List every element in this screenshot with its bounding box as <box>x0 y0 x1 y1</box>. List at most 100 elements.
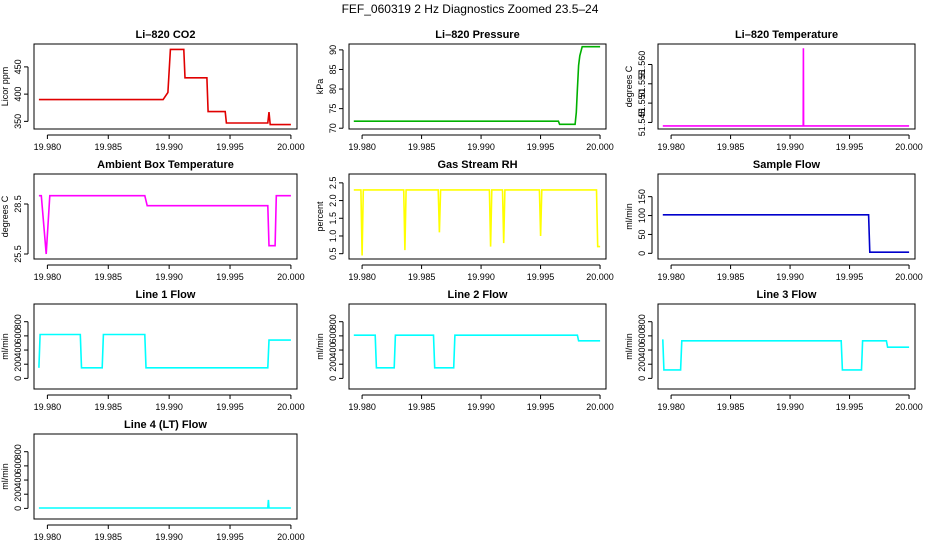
y-axis-label: degrees C <box>0 195 10 237</box>
y-tick-label: 0 <box>13 376 23 381</box>
panel-title: Li–820 CO2 <box>136 29 196 41</box>
x-tick-label: 20.000 <box>277 142 305 152</box>
panel-title: Line 2 Flow <box>448 289 508 301</box>
x-tick-label: 19.995 <box>836 272 864 282</box>
x-tick-label: 19.995 <box>527 142 555 152</box>
y-axis-label: degrees C <box>624 65 634 107</box>
y-axis-label: percent <box>315 201 325 232</box>
y-tick-label: 2.0 <box>328 194 338 207</box>
x-tick-label: 19.990 <box>155 402 183 412</box>
panel-title: Li–820 Pressure <box>435 29 519 41</box>
y-axis-label: ml/min <box>0 463 10 490</box>
y-tick-label: 200 <box>637 357 647 372</box>
panel-title: Line 3 Flow <box>757 289 817 301</box>
x-tick-label: 20.000 <box>586 402 614 412</box>
y-tick-label: 400 <box>637 343 647 358</box>
plot-frame <box>348 173 607 260</box>
y-tick-label: 400 <box>13 87 23 102</box>
panel-2: Li–820 Pressure 19.980 19.985 19.990 19.995 2… <box>315 29 614 152</box>
x-tick-label: 20.000 <box>895 402 923 412</box>
y-tick-label: 600 <box>637 328 647 343</box>
series-line <box>38 48 291 126</box>
panel-title: Li–820 Temperature <box>735 29 838 41</box>
x-tick-label: 19.995 <box>216 402 244 412</box>
plot-frame <box>33 433 298 520</box>
plot-frame <box>657 43 916 130</box>
series-line <box>38 194 291 255</box>
y-tick-label: 51.560 <box>637 51 647 79</box>
y-tick-label: 90 <box>328 45 338 55</box>
panel-title: Sample Flow <box>753 159 821 171</box>
series-line <box>662 339 910 371</box>
y-tick-label: 600 <box>328 328 338 343</box>
series-line <box>662 48 910 127</box>
panel-title: Gas Stream RH <box>437 159 517 171</box>
panel-3: Li–820 Temperature 19.980 19.985 19.990 19.9… <box>624 29 923 152</box>
series-line <box>353 189 601 256</box>
y-axis-label: ml/min <box>624 203 634 230</box>
y-tick-label: 200 <box>13 357 23 372</box>
x-tick-label: 19.980 <box>34 142 62 152</box>
y-tick-label: 50 <box>637 229 647 239</box>
y-tick-label: 800 <box>13 314 23 329</box>
y-axis-label: Licor ppm <box>0 67 10 107</box>
y-tick-label: 0 <box>637 251 647 256</box>
y-tick-label: 1.5 <box>328 212 338 225</box>
x-tick-label: 19.990 <box>467 402 495 412</box>
y-tick-label: 150 <box>637 189 647 204</box>
figure-title: FEF_060319 2 Hz Diagnostics Zoomed 23.5–… <box>342 2 599 16</box>
y-axis-label: ml/min <box>315 333 325 360</box>
y-tick-label: 0 <box>328 376 338 381</box>
y-tick-label: 400 <box>13 343 23 358</box>
x-tick-label: 19.990 <box>776 142 804 152</box>
y-tick-label: 0 <box>637 376 647 381</box>
x-tick-label: 19.980 <box>34 272 62 282</box>
y-tick-label: 800 <box>13 444 23 459</box>
x-tick-label: 20.000 <box>277 532 305 540</box>
y-tick-label: 400 <box>328 343 338 358</box>
x-tick-label: 19.980 <box>657 142 685 152</box>
x-tick-label: 19.980 <box>348 272 376 282</box>
y-tick-label: 350 <box>13 114 23 129</box>
y-tick-label: 800 <box>637 314 647 329</box>
plot-frame <box>348 43 607 130</box>
plot-frame <box>33 43 298 130</box>
x-tick-label: 19.990 <box>155 142 183 152</box>
y-tick-label: 0.5 <box>328 247 338 260</box>
plot-frame <box>33 173 298 260</box>
x-tick-label: 19.990 <box>467 272 495 282</box>
x-tick-label: 19.980 <box>34 532 62 540</box>
x-tick-label: 19.980 <box>34 402 62 412</box>
y-tick-label: 600 <box>13 458 23 473</box>
panel-9: Line 3 Flow 19.980 19.985 19.990 19.995 20.00… <box>624 289 923 412</box>
series-line <box>353 45 601 126</box>
x-tick-label: 19.990 <box>776 272 804 282</box>
panel-6: Sample Flow 19.980 19.985 19.990 19.995 20.00… <box>624 159 923 282</box>
x-tick-label: 20.000 <box>586 142 614 152</box>
y-tick-label: 2.5 <box>328 177 338 190</box>
x-tick-label: 20.000 <box>277 402 305 412</box>
panel-1: Li–820 CO2 19.980 19.985 19.990 19.995 20.000… <box>0 29 305 152</box>
x-tick-label: 19.985 <box>408 142 436 152</box>
x-tick-label: 20.000 <box>895 142 923 152</box>
y-tick-label: 51.555 <box>637 70 647 98</box>
series-line <box>353 334 601 369</box>
x-tick-label: 20.000 <box>586 272 614 282</box>
panel-title: Line 1 Flow <box>136 289 196 301</box>
y-tick-label: 70 <box>328 123 338 133</box>
x-tick-label: 19.980 <box>657 272 685 282</box>
x-tick-label: 19.990 <box>155 532 183 540</box>
y-tick-label: 51.550 <box>637 89 647 117</box>
series-line <box>662 214 910 253</box>
x-tick-label: 19.995 <box>836 402 864 412</box>
y-tick-label: 600 <box>13 328 23 343</box>
y-tick-label: 28.5 <box>13 195 23 213</box>
plot-frame <box>33 303 298 390</box>
panel-8: Line 2 Flow 19.980 19.985 19.990 19.995 20.00… <box>315 289 614 412</box>
x-tick-label: 19.985 <box>717 402 745 412</box>
x-tick-label: 19.995 <box>527 402 555 412</box>
y-tick-label: 200 <box>328 357 338 372</box>
x-tick-label: 19.980 <box>348 142 376 152</box>
x-tick-label: 19.980 <box>348 402 376 412</box>
